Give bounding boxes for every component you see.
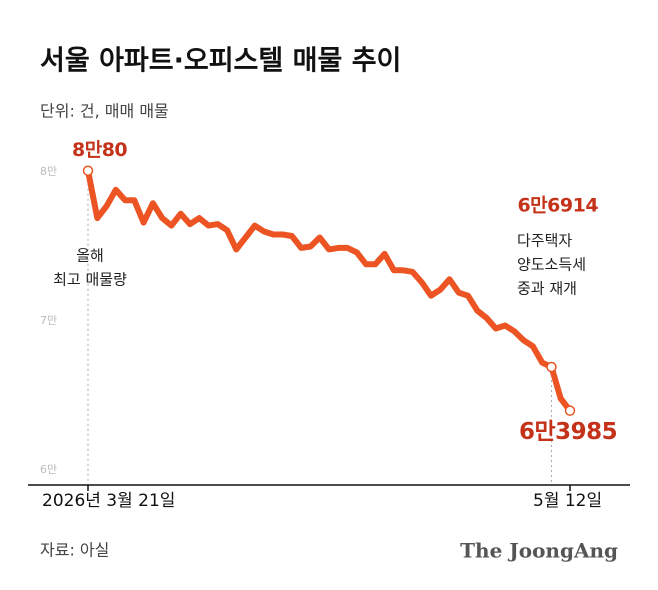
annotation: 최고 매물량	[53, 271, 127, 289]
value-label: 8만80	[72, 139, 127, 161]
data-line	[85, 167, 573, 414]
y-tick-label: 7만	[40, 314, 57, 327]
source: 자료: 아실	[40, 541, 109, 560]
annotation: 양도소득세	[517, 256, 586, 274]
x-tick-label: 5월 12일	[533, 491, 602, 511]
chart-title: 서울 아파트·오피스텔 매물 추이	[40, 46, 401, 77]
data-point	[546, 361, 557, 373]
annotation: 다주택자	[517, 232, 572, 250]
annotation: 중과 재개	[517, 280, 577, 298]
logo: The JoongAng	[460, 539, 618, 563]
value-label: 6만6914	[517, 195, 598, 217]
x-tick-label: 2026년 3월 21일	[42, 491, 175, 511]
annotation: 올해	[76, 247, 104, 265]
y-tick-label: 6만	[40, 463, 57, 476]
data-point	[82, 165, 94, 176]
chart-subtitle: 단위: 건, 매매 매물	[40, 102, 169, 121]
y-tick-label: 8만	[40, 165, 57, 178]
value-label: 6만3985	[519, 419, 617, 445]
data-point	[564, 405, 576, 416]
